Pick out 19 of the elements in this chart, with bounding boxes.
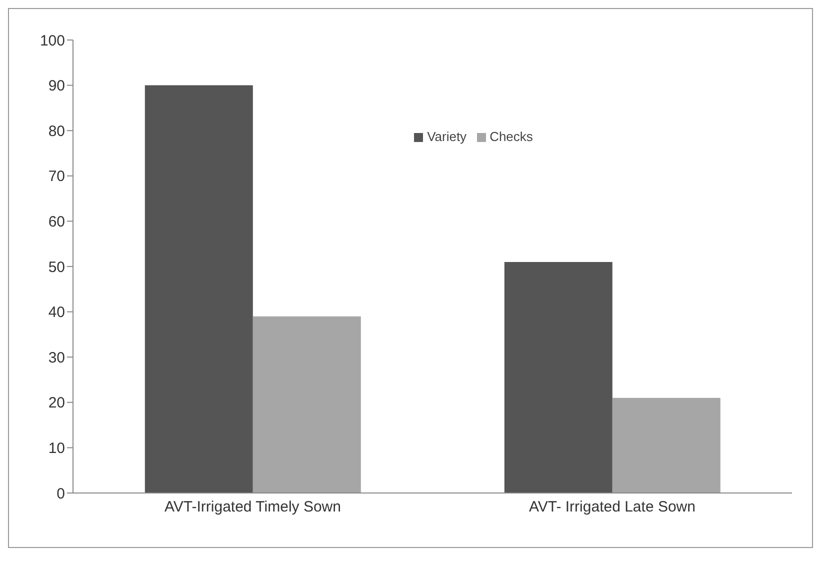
y-tick-label: 20 <box>48 394 65 412</box>
y-tick-label: 30 <box>48 349 65 366</box>
y-tick-label: 70 <box>48 168 65 186</box>
x-tick-label: AVT-Irrigated Timely Sown <box>164 498 341 516</box>
y-tick-label: 80 <box>48 122 65 140</box>
y-tick-label: 10 <box>48 440 65 458</box>
y-tick-label: 100 <box>40 32 65 50</box>
y-tick-label: 50 <box>48 258 65 276</box>
bar <box>252 316 361 493</box>
bar <box>504 262 612 493</box>
bar <box>612 398 720 493</box>
x-tick-label: AVT- Irrigated Late Sown <box>529 498 696 516</box>
y-tick-label: 90 <box>48 78 65 95</box>
legend-label: Checks <box>490 129 533 144</box>
bar <box>144 85 253 493</box>
legend-label: Variety <box>427 129 467 144</box>
y-tick-label: 60 <box>48 214 65 231</box>
y-tick-label: 40 <box>48 304 65 322</box>
y-tick-label: 0 <box>56 485 65 502</box>
